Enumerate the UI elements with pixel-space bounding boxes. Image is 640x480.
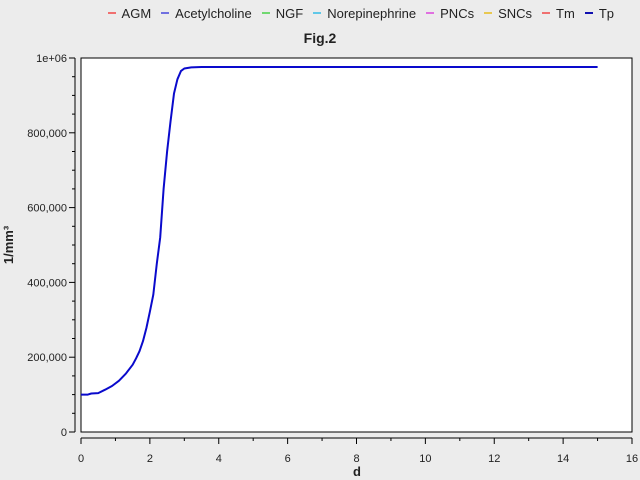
legend-label: Acetylcholine xyxy=(175,5,252,21)
y-tick-label: 200,000 xyxy=(27,352,67,364)
legend-label: AGM xyxy=(121,5,152,21)
legend-item[interactable]: PNCs xyxy=(426,6,474,21)
x-tick-label: 8 xyxy=(353,453,359,465)
x-tick-label: 14 xyxy=(557,453,569,465)
x-tick-label: 4 xyxy=(216,453,222,465)
legend-swatch xyxy=(584,12,593,14)
x-axis-label: d xyxy=(353,464,361,479)
y-tick-label: 400,000 xyxy=(27,277,67,289)
legend-label: Norepinephrine xyxy=(327,5,417,21)
legend-item[interactable]: Acetylcholine xyxy=(161,6,252,21)
legend: AGM Acetylcholine NGF Norepinephrine PNCs SNC… xyxy=(0,2,640,24)
legend-swatch xyxy=(484,12,493,14)
x-tick-label: 2 xyxy=(147,453,153,465)
legend-swatch xyxy=(542,12,551,14)
x-tick-label: 6 xyxy=(285,453,291,465)
series-line-tp xyxy=(81,66,598,396)
axes xyxy=(74,57,633,439)
legend-label: Tm xyxy=(556,5,575,21)
legend-label: PNCs xyxy=(440,5,475,21)
x-tick-label: 0 xyxy=(78,453,84,465)
ticks: 0 2 4 6 8 10 12 14 16 0 200,000 400,000 600,000 800,0… xyxy=(27,53,638,465)
x-tick-label: 10 xyxy=(419,453,431,465)
y-tick-label: 0 xyxy=(61,427,67,439)
x-tick-label: 16 xyxy=(626,453,638,465)
legend-item[interactable]: Tm xyxy=(542,6,575,21)
legend-item[interactable]: AGM xyxy=(107,5,152,21)
legend-label: Tp xyxy=(598,5,614,21)
legend-item[interactable]: Tp xyxy=(584,5,614,21)
y-tick-label: 1e+06 xyxy=(36,53,67,65)
legend-item[interactable]: Norepinephrine xyxy=(313,6,416,21)
legend-item[interactable]: NGF xyxy=(261,5,304,21)
legend-label: SNCs xyxy=(498,5,533,21)
x-tick-label: 12 xyxy=(488,453,500,465)
plot-area xyxy=(80,57,633,433)
legend-item[interactable]: SNCs xyxy=(484,6,532,21)
legend-swatch xyxy=(161,12,170,14)
series-layer xyxy=(81,66,598,396)
legend-swatch xyxy=(261,12,270,14)
chart-title: Fig.2 xyxy=(303,30,337,46)
y-tick-label: 600,000 xyxy=(27,203,67,215)
y-axis-label: 1/mm³ xyxy=(1,225,16,264)
legend-label: NGF xyxy=(275,5,304,21)
y-tick-label: 800,000 xyxy=(27,128,67,140)
legend-swatch xyxy=(313,12,322,14)
legend-swatch xyxy=(107,12,116,14)
legend-swatch xyxy=(426,12,435,14)
